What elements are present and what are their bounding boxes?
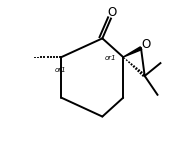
Text: or1: or1 — [55, 67, 67, 73]
Text: O: O — [108, 6, 117, 19]
Text: O: O — [141, 38, 150, 51]
Polygon shape — [123, 47, 142, 57]
Text: or1: or1 — [104, 55, 116, 61]
